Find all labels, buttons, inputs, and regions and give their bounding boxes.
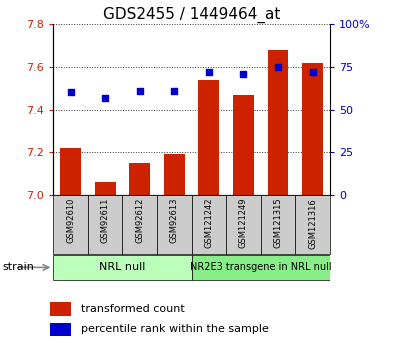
Bar [192,255,330,280]
Bar [192,195,226,254]
Bar [157,195,192,254]
Point [240,71,246,77]
Point [309,69,316,75]
Bar [50,302,71,316]
Text: GSM121242: GSM121242 [204,198,213,248]
Bar [60,148,81,195]
Text: percentile rank within the sample: percentile rank within the sample [81,324,269,334]
Text: transformed count: transformed count [81,304,185,314]
Bar [268,50,288,195]
Bar [164,154,185,195]
Bar [130,163,150,195]
Text: NR2E3 transgene in NRL null: NR2E3 transgene in NRL null [190,263,331,272]
Bar [226,195,261,254]
Text: NRL null: NRL null [99,263,146,272]
Point [206,69,212,75]
Text: GSM121315: GSM121315 [273,198,282,248]
Point [102,95,108,100]
Point [171,88,177,93]
Bar [53,255,192,280]
Text: GSM121249: GSM121249 [239,198,248,248]
Text: GSM92610: GSM92610 [66,198,75,243]
Bar [50,323,71,336]
Bar [261,195,295,254]
Bar [233,95,254,195]
Bar [199,80,219,195]
Bar [88,195,122,254]
Bar [53,195,88,254]
Title: GDS2455 / 1449464_at: GDS2455 / 1449464_at [103,7,280,23]
Bar [122,195,157,254]
Text: GSM92613: GSM92613 [170,198,179,243]
Point [68,90,74,95]
Text: GSM92612: GSM92612 [135,198,144,243]
Point [137,88,143,93]
Point [275,64,281,70]
Bar [95,182,116,195]
Bar [302,62,323,195]
Text: strain: strain [2,263,34,272]
Text: GSM121316: GSM121316 [308,198,317,249]
Bar [295,195,330,254]
Text: GSM92611: GSM92611 [101,198,110,243]
